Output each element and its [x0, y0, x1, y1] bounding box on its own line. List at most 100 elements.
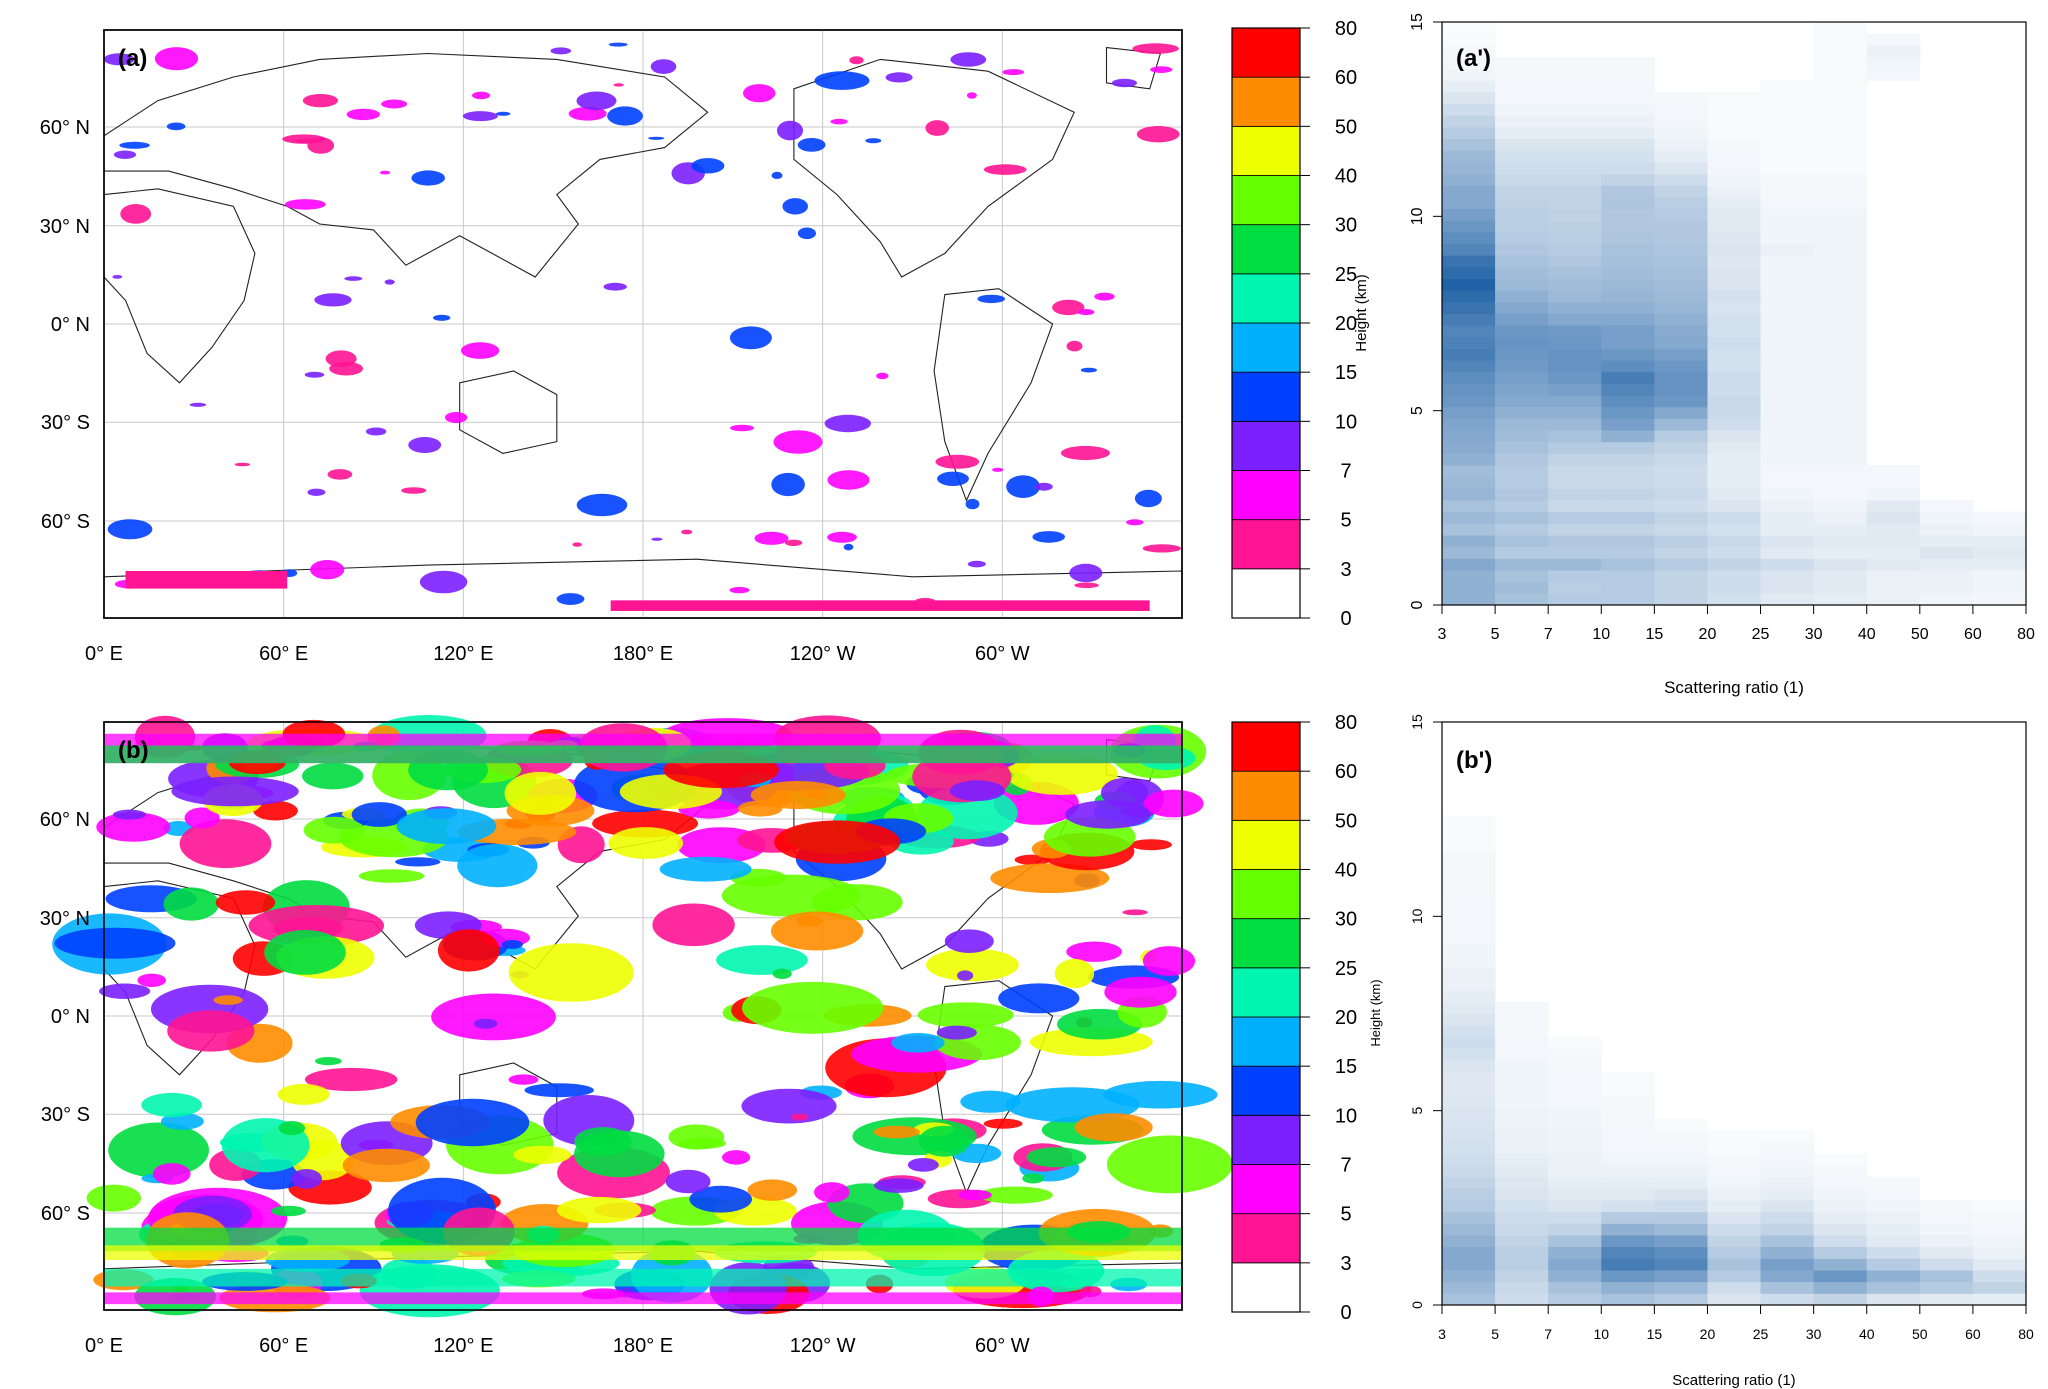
y-tick-label: 15	[1409, 714, 1425, 730]
cloud-patch	[381, 99, 408, 109]
heatmap-cell	[1442, 1013, 1496, 1026]
heatmap-cell	[1495, 336, 1549, 349]
heatmap-cell	[1601, 150, 1655, 163]
cloud-patch	[460, 342, 500, 359]
cloud-patch	[344, 276, 363, 281]
heatmap-cell	[1601, 290, 1655, 303]
continent-eurasia	[103, 52, 709, 278]
heatmap-cell	[1495, 313, 1549, 326]
heatmap-cell	[1919, 581, 1974, 594]
cloud-patch	[189, 402, 207, 407]
cloud-patch	[431, 993, 556, 1041]
heatmap-cell	[1601, 511, 1655, 524]
heatmap-cell	[1813, 1246, 1868, 1259]
lat-tick-label: 60° S	[41, 1203, 90, 1225]
heatmap-cell	[1760, 383, 1815, 396]
x-tick-label: 50	[1911, 626, 1929, 643]
cloud-patch	[843, 543, 854, 551]
heatmap-cell	[1442, 1036, 1496, 1049]
heatmap-cell	[1548, 1258, 1602, 1271]
heatmap-cell	[1442, 931, 1496, 944]
colorbar-swatch	[1231, 918, 1301, 969]
cloud-patch	[327, 469, 353, 480]
heatmap-cell	[1601, 1200, 1655, 1213]
heatmap-cell	[1601, 1258, 1655, 1271]
heatmap-cell	[1813, 465, 1868, 478]
heatmap-cell	[1707, 1235, 1762, 1248]
lat-tick-label: 60° N	[40, 117, 90, 139]
x-tick-label: 50	[1912, 1326, 1928, 1342]
heatmap-cell	[1866, 535, 1921, 548]
cloud-patch	[918, 1125, 971, 1157]
heatmap-cell	[1548, 185, 1602, 198]
heatmap-cell	[1654, 406, 1708, 419]
cloud-patch	[379, 170, 391, 175]
heatmap-cell	[1866, 546, 1921, 559]
heatmap-cell	[1548, 593, 1602, 606]
cloud-patch	[346, 108, 380, 121]
heatmap-cell	[1707, 325, 1762, 338]
cloud-patch	[1126, 519, 1144, 526]
cloud-patch	[1122, 909, 1148, 916]
heatmap-cell	[1707, 570, 1762, 583]
colorbar-level-label: 30	[1335, 909, 1357, 931]
x-tick-label: 3	[1438, 1326, 1446, 1342]
colorbar-swatch	[1231, 371, 1301, 422]
colorbar-level-label: 5	[1340, 1204, 1351, 1226]
cloud-patch	[167, 1010, 255, 1052]
heatmap-cell	[1654, 1165, 1708, 1178]
heatmap-cell	[1495, 185, 1549, 198]
heatmap-cell	[1707, 1153, 1762, 1166]
cloud-patch	[504, 771, 577, 815]
lat-tick-label: 0° N	[51, 1006, 90, 1028]
heatmap-panel-a-prime: (a') 3 5 7 10 15 20 25 30 40 50 60 80 0 5 10 15 Scatte…	[1353, 13, 2035, 697]
cloud-patch	[1032, 531, 1065, 543]
heatmap-cell	[1972, 593, 2027, 606]
cloud-patch	[876, 372, 889, 380]
heatmap-cell	[1601, 1141, 1655, 1154]
heatmap-cell	[1601, 115, 1655, 128]
cloud-patch	[729, 326, 772, 350]
heatmap-cell	[1442, 371, 1496, 384]
heatmap-cell	[1866, 1293, 1921, 1306]
heatmap-cell	[1548, 430, 1602, 443]
heatmap-cell	[1495, 80, 1549, 93]
heatmap-cell	[1760, 1211, 1815, 1224]
cloud-patch	[103, 53, 135, 66]
heatmap-cell	[1760, 115, 1815, 128]
cloud-patch	[936, 1025, 977, 1040]
heatmap-cell	[1760, 581, 1815, 594]
y-tick-label: 0	[1409, 600, 1426, 609]
heatmap-cell	[1813, 1235, 1868, 1248]
heatmap-cell	[1866, 1258, 1921, 1271]
cloud-patch	[304, 1067, 398, 1092]
lat-tick-label: 60° N	[40, 809, 90, 831]
cloud-patch	[784, 539, 803, 546]
heatmap-a-prime-x-ticks: 3 5 7 10 15 20 25 30 40 50 60 80	[1438, 605, 2035, 643]
x-tick-label: 40	[1859, 1326, 1875, 1342]
cloud-patch	[691, 158, 725, 174]
heatmap-cell	[1654, 1235, 1708, 1248]
cloud-patch	[120, 204, 152, 224]
heatmap-cell	[1813, 441, 1868, 454]
heatmap-cell	[1442, 488, 1496, 501]
map-panel-b: (b) 60° N 30° N 0° N 30° S 60° S 0° E 60° E 12…	[40, 715, 1233, 1357]
cloud-patch	[303, 816, 365, 844]
heatmap-cell	[1495, 581, 1549, 594]
continent-namerica	[793, 58, 1075, 278]
heatmap-cell	[1919, 1258, 1974, 1271]
cloud-patch	[827, 470, 870, 490]
heatmap-cell	[1866, 57, 1921, 70]
heatmap-cell	[1442, 838, 1496, 851]
heatmap-cell	[1654, 255, 1708, 268]
heatmap-cell	[1601, 1235, 1655, 1248]
heatmap-cell	[1866, 1246, 1921, 1259]
map-a-gridlines	[104, 30, 1182, 618]
heatmap-cell	[1442, 1258, 1496, 1271]
x-tick-label: 7	[1544, 1326, 1552, 1342]
heatmap-cell	[1495, 1060, 1549, 1073]
heatmap-cell	[1760, 360, 1815, 373]
heatmap-cell	[1495, 500, 1549, 513]
map-a-lon-labels: 0° E 60° E 120° E 180° E 120° W 60° W	[85, 643, 1030, 665]
heatmap-cell	[1707, 430, 1762, 443]
